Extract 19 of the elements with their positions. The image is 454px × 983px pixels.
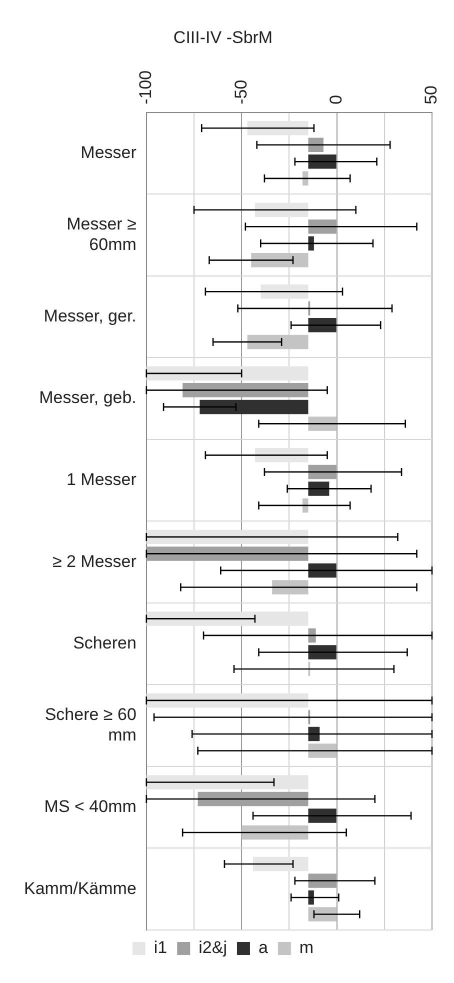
x-tick-label: 0 (326, 94, 346, 104)
x-tick-label: 50 (422, 85, 441, 104)
y-tick-label: ≥ 2 Messer (52, 552, 137, 571)
y-tick-label: Messer, geb. (39, 388, 136, 408)
legend-label: i2&j (198, 938, 227, 958)
y-tick-label: Messer ≥ 60mm (66, 214, 136, 254)
x-tick-label: -50 (231, 80, 250, 104)
chart-title: CIII-IV -SbrM (173, 28, 273, 47)
y-tick-label: 1 Messer (66, 470, 137, 490)
y-tick-label: Kamm/Kämme (24, 878, 136, 898)
y-tick-label: MS < 40mm (44, 797, 136, 816)
y-tick-label: Messer (80, 142, 137, 162)
legend-label: i1 (154, 938, 168, 958)
x-tick-label: -100 (136, 70, 156, 104)
y-tick-label: Messer, ger. (44, 306, 136, 326)
legend-label: m (299, 938, 314, 958)
legend-label: a (258, 938, 268, 958)
y-tick-label: Scheren (73, 634, 136, 653)
y-tick-label: Schere ≥ 60 mm (44, 705, 136, 744)
